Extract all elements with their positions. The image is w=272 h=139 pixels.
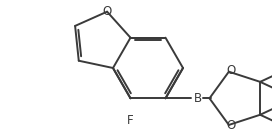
Text: O: O (226, 119, 236, 132)
Text: O: O (103, 5, 112, 18)
Text: B: B (193, 92, 202, 105)
Text: F: F (127, 114, 134, 127)
Text: O: O (226, 64, 236, 77)
